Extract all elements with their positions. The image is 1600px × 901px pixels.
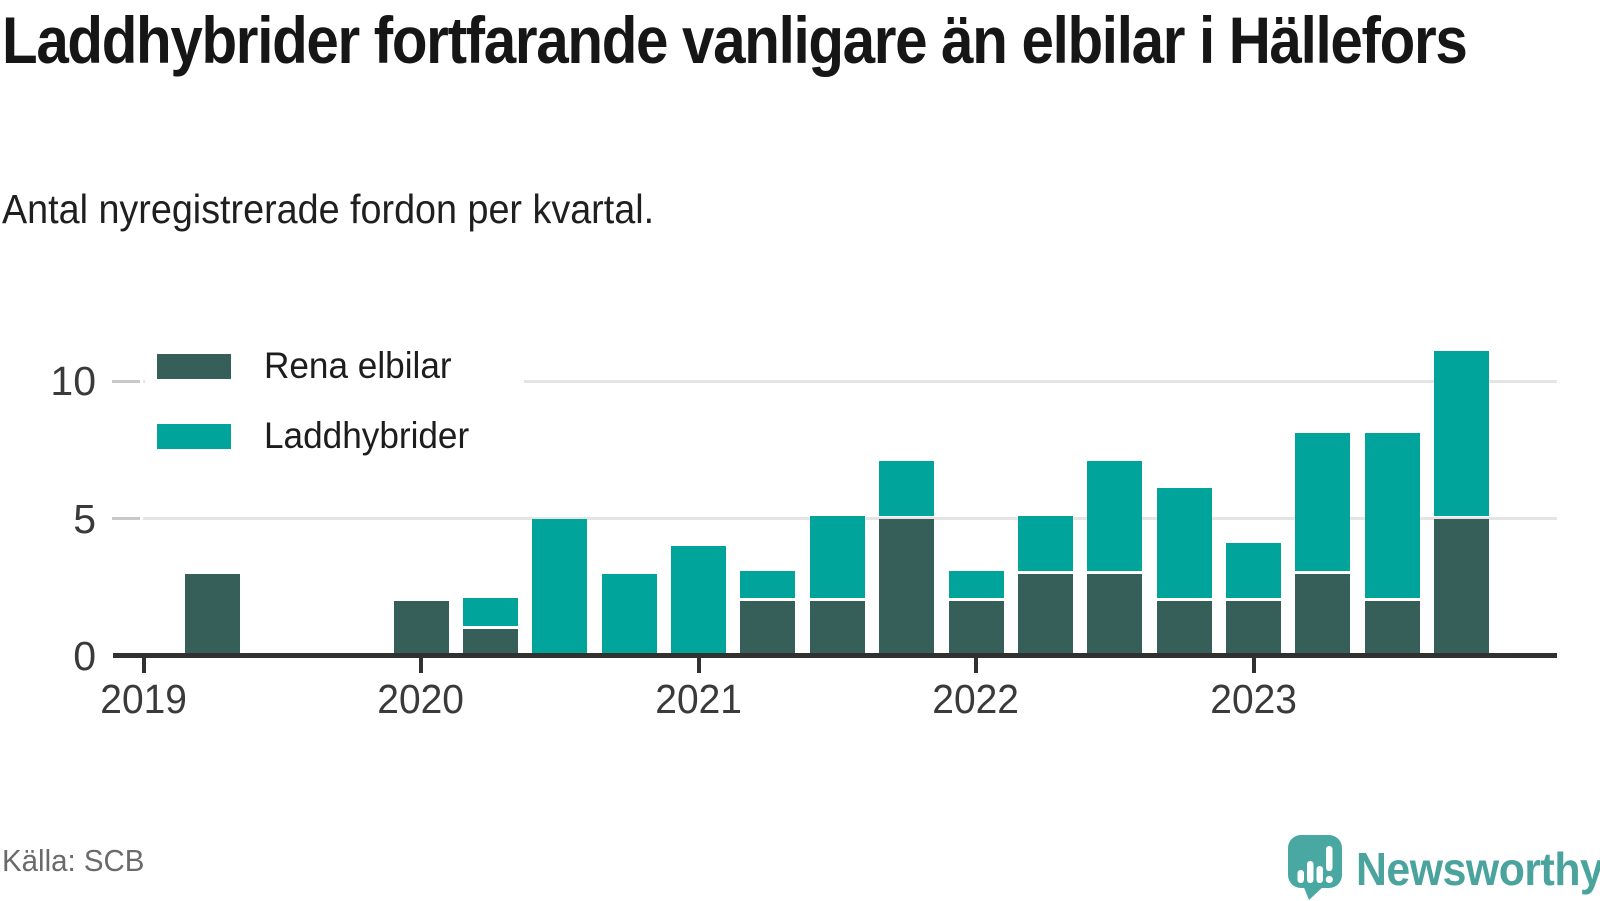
bar-segment-rena-elbilar	[1087, 573, 1143, 656]
gridline	[143, 379, 1557, 383]
bar-segment-laddhybrider	[532, 518, 588, 656]
x-axis-tick-label: 2022	[896, 676, 1056, 723]
x-axis-tick-label: 2019	[64, 676, 224, 723]
newsworthy-logo-icon	[1288, 835, 1342, 900]
x-axis-tick	[1251, 658, 1256, 673]
bar-segment-laddhybrider	[1017, 515, 1073, 571]
x-axis-tick-label: 2023	[1174, 676, 1334, 723]
gridline-edge-dash	[112, 517, 140, 520]
x-axis-tick	[974, 658, 978, 673]
bar-segment-rena-elbilar	[185, 573, 241, 656]
bar-segment-laddhybrider	[1295, 433, 1351, 571]
bar-segment-rena-elbilar	[1295, 573, 1351, 656]
x-axis-line	[113, 653, 1557, 658]
x-axis-tick-label-text: 2023	[1210, 676, 1297, 722]
bar-segment-laddhybrider	[671, 546, 726, 656]
x-axis-tick-label-text: 2021	[655, 676, 742, 722]
x-axis-tick	[141, 658, 146, 673]
bar-segment-rena-elbilar	[1156, 601, 1212, 656]
legend-swatch-rena-elbilar	[157, 353, 231, 379]
bar-segment-laddhybrider	[809, 515, 865, 598]
x-axis-tick-label: 2020	[341, 676, 501, 723]
bar-segment-rena-elbilar	[1226, 601, 1281, 656]
legend-item-laddhybrider: Laddhybrider	[157, 415, 480, 457]
x-axis-tick-label-text: 2020	[377, 676, 465, 722]
bar-segment-laddhybrider	[462, 598, 518, 626]
x-axis-tick	[419, 658, 423, 673]
page-subtitle: Antal nyregistrerade fordon per kvartal.	[2, 186, 655, 232]
bar-segment-rena-elbilar	[1017, 573, 1073, 656]
y-axis-tick-label: 5	[73, 495, 96, 542]
bar-segment-rena-elbilar	[1364, 601, 1420, 656]
x-axis-tick-label-text: 2019	[100, 676, 187, 722]
bar-segment-rena-elbilar	[1434, 518, 1490, 656]
bar-segment-laddhybrider	[1226, 543, 1281, 598]
bar-segment-rena-elbilar	[462, 628, 518, 656]
bar-segment-laddhybrider	[601, 573, 657, 656]
bar-segment-rena-elbilar	[948, 601, 1004, 656]
gridline-edge-dash	[112, 379, 140, 383]
legend-label-rena-elbilar: Rena elbilar	[264, 345, 452, 386]
legend: Rena elbilar Laddhybrider	[145, 333, 524, 471]
bar-segment-rena-elbilar	[809, 601, 865, 656]
x-axis-tick-label-text: 2022	[932, 676, 1020, 722]
bar-segment-rena-elbilar	[879, 518, 935, 656]
bar-segment-laddhybrider	[1156, 488, 1212, 598]
page-title: Laddhybrider fortfarande vanligare än el…	[2, 3, 1468, 77]
brand-name: Newsworthy	[1356, 843, 1600, 895]
bar-segment-laddhybrider	[1087, 460, 1143, 571]
bar-segment-rena-elbilar	[740, 601, 796, 656]
legend-item-rena-elbilar: Rena elbilar	[157, 345, 480, 387]
bar-segment-laddhybrider	[1364, 433, 1420, 598]
x-axis-tick-label: 2021	[619, 676, 779, 723]
source-note: Källa: SCB	[2, 843, 145, 878]
y-axis-tick-label: 0	[73, 633, 96, 679]
y-axis-tick-label: 10	[50, 358, 96, 404]
brand-logo: Newsworthy	[1288, 835, 1600, 901]
bar-segment-rena-elbilar	[393, 601, 449, 656]
bar-segment-laddhybrider	[1434, 350, 1490, 516]
bar-segment-laddhybrider	[740, 570, 796, 598]
x-axis-tick	[696, 658, 701, 673]
legend-label-laddhybrider: Laddhybrider	[264, 415, 470, 456]
bar-segment-laddhybrider	[948, 570, 1004, 598]
legend-swatch-laddhybrider	[157, 423, 231, 449]
bar-segment-laddhybrider	[879, 460, 935, 516]
